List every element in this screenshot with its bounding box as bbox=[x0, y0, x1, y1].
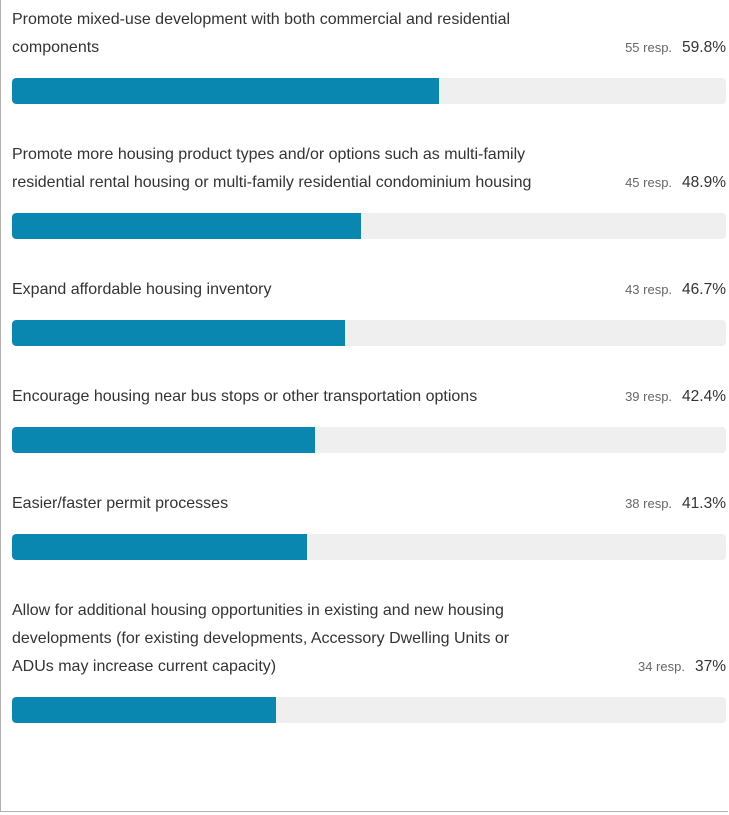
result-item: Promote more housing product types and/o… bbox=[12, 141, 726, 239]
response-count: 39 resp. bbox=[625, 389, 673, 404]
result-item: Encourage housing near bus stops or othe… bbox=[12, 383, 726, 453]
result-stats: 45 resp. 48.9% bbox=[625, 169, 726, 197]
result-item: Promote mixed-use development with both … bbox=[12, 6, 726, 104]
option-label: Expand affordable housing inventory bbox=[12, 281, 272, 298]
response-count: 34 resp. bbox=[637, 659, 685, 674]
result-row: Encourage housing near bus stops or othe… bbox=[12, 383, 726, 411]
result-stats: 55 resp. 59.8% bbox=[625, 34, 726, 62]
option-label: Easier/faster permit processes bbox=[12, 495, 229, 512]
percentage: 46.7% bbox=[682, 281, 726, 298]
result-stats: 38 resp. 41.3% bbox=[625, 490, 726, 518]
response-count: 55 resp. bbox=[625, 40, 673, 55]
result-row: Easier/faster permit processes 38 resp. 41… bbox=[12, 490, 726, 518]
result-row: Expand affordable housing inventory 43 re… bbox=[12, 276, 726, 304]
bar-track bbox=[12, 427, 726, 453]
result-stats: 39 resp. 42.4% bbox=[625, 383, 726, 411]
bar-track bbox=[12, 534, 726, 560]
bar bbox=[12, 78, 439, 104]
result-item: Allow for additional housing opportuniti… bbox=[12, 597, 726, 723]
bar-track bbox=[12, 213, 726, 239]
option-label: Promote more housing product types and/o… bbox=[12, 146, 532, 191]
percentage: 48.9% bbox=[682, 174, 726, 191]
result-item: Expand affordable housing inventory 43 re… bbox=[12, 276, 726, 346]
bar bbox=[12, 697, 277, 723]
option-label: Promote mixed-use development with both … bbox=[12, 11, 511, 56]
result-item: Easier/faster permit processes 38 resp. 41… bbox=[12, 490, 726, 560]
bar bbox=[12, 320, 346, 346]
option-label: Allow for additional housing opportuniti… bbox=[12, 602, 510, 675]
bar-track bbox=[12, 78, 726, 104]
bar-track bbox=[12, 697, 726, 723]
response-count: 38 resp. bbox=[625, 496, 673, 511]
bar-track bbox=[12, 320, 726, 346]
percentage: 59.8% bbox=[682, 39, 726, 56]
result-stats: 43 resp. 46.7% bbox=[625, 276, 726, 304]
result-row: Allow for additional housing opportuniti… bbox=[12, 597, 726, 681]
option-label: Encourage housing near bus stops or othe… bbox=[12, 388, 478, 405]
bar bbox=[12, 427, 315, 453]
percentage: 37% bbox=[694, 658, 726, 675]
response-count: 43 resp. bbox=[625, 282, 673, 297]
percentage: 42.4% bbox=[682, 388, 726, 405]
bar bbox=[12, 534, 307, 560]
percentage: 41.3% bbox=[682, 495, 726, 512]
result-row: Promote more housing product types and/o… bbox=[12, 141, 726, 197]
response-count: 45 resp. bbox=[625, 175, 673, 190]
bar bbox=[12, 213, 362, 239]
result-stats: 34 resp. 37% bbox=[638, 653, 726, 681]
result-row: Promote mixed-use development with both … bbox=[12, 6, 726, 62]
